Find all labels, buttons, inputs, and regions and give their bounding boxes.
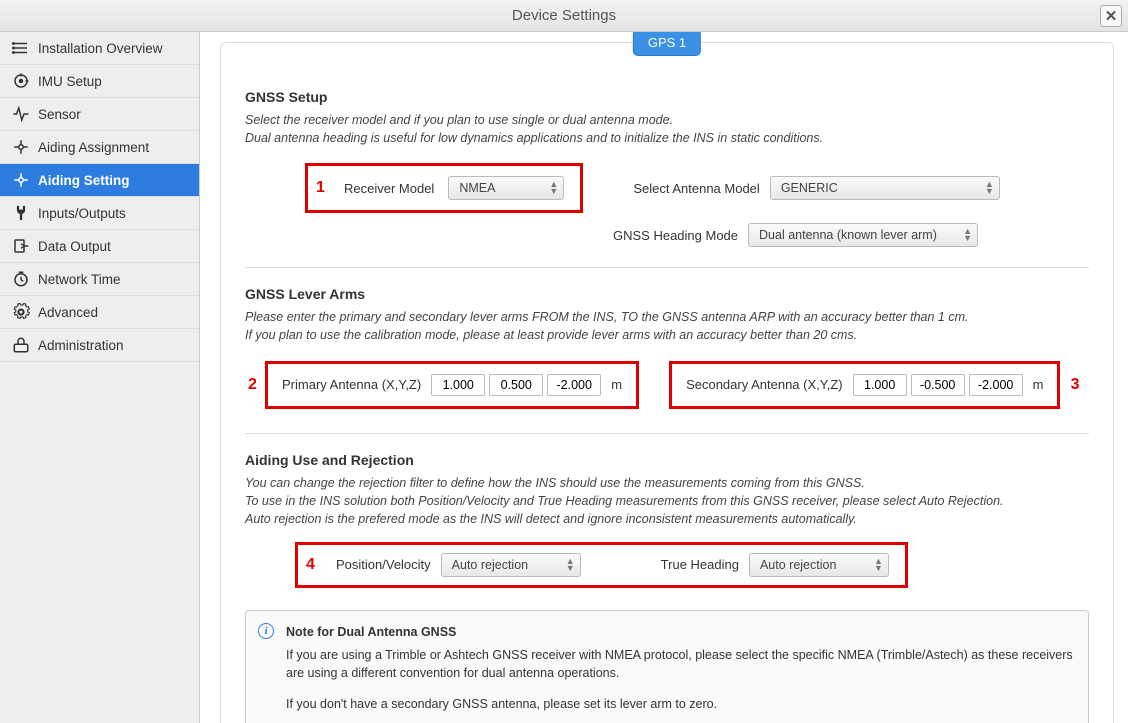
window-title: Device Settings <box>512 7 616 24</box>
output-icon <box>10 237 32 255</box>
sidebar-item-label: Network Time <box>38 272 121 287</box>
antenna-model-value: GENERIC <box>781 181 838 195</box>
clock-icon <box>10 270 32 288</box>
main-content: GPS 1 GNSS Setup Select the receiver mod… <box>200 32 1128 723</box>
sidebar-item-sensor[interactable]: Sensor <box>0 98 199 131</box>
active-tab-gps1[interactable]: GPS 1 <box>633 32 701 56</box>
admin-icon <box>10 336 32 354</box>
chevron-updown-icon: ▲▼ <box>566 558 575 572</box>
secondary-unit: m <box>1033 377 1044 392</box>
primary-antenna-highlight: 2 Primary Antenna (X,Y,Z) m <box>265 361 639 409</box>
aiding-heading: Aiding Use and Rejection <box>245 452 1089 468</box>
chevron-updown-icon: ▲▼ <box>874 558 883 572</box>
receiver-model-label: Receiver Model <box>344 181 434 196</box>
sidebar-item-advanced[interactable]: Advanced <box>0 296 199 329</box>
sidebar-item-data-output[interactable]: Data Output <box>0 230 199 263</box>
sidebar-item-label: Administration <box>38 338 124 353</box>
assign-icon <box>10 138 32 156</box>
gear-icon <box>10 303 32 321</box>
sidebar-item-network-time[interactable]: Network Time <box>0 263 199 296</box>
receiver-model-value: NMEA <box>459 181 495 195</box>
primary-y-input[interactable] <box>489 374 543 396</box>
imu-icon <box>10 72 32 90</box>
gnss-setup-desc2: Dual antenna heading is useful for low d… <box>245 129 1089 147</box>
settings-panel: GPS 1 GNSS Setup Select the receiver mod… <box>220 42 1114 723</box>
marker-3: 3 <box>1071 376 1080 394</box>
sensor-icon <box>10 105 32 123</box>
chevron-updown-icon: ▲▼ <box>549 181 558 195</box>
posvel-label: Position/Velocity <box>336 557 431 572</box>
receiver-model-select[interactable]: NMEA ▲▼ <box>448 176 564 200</box>
true-heading-select[interactable]: Auto rejection ▲▼ <box>749 553 889 577</box>
gnss-setup-desc1: Select the receiver model and if you pla… <box>245 111 1089 129</box>
lever-arms-desc1: Please enter the primary and secondary l… <box>245 308 1089 326</box>
sidebar-item-label: IMU Setup <box>38 74 102 89</box>
primary-antenna-label: Primary Antenna (X,Y,Z) <box>282 377 421 392</box>
aiding-desc2: To use in the INS solution both Position… <box>245 492 1089 510</box>
posvel-value: Auto rejection <box>452 558 528 572</box>
sidebar-item-label: Sensor <box>38 107 81 122</box>
sidebar-item-label: Installation Overview <box>38 41 163 56</box>
sidebar-item-administration[interactable]: Administration <box>0 329 199 362</box>
sidebar-item-label: Advanced <box>38 305 98 320</box>
plug-icon <box>10 204 32 222</box>
true-heading-label: True Heading <box>661 557 739 572</box>
info-icon: i <box>258 623 274 639</box>
sidebar-item-label: Data Output <box>38 239 111 254</box>
marker-4: 4 <box>306 556 315 574</box>
true-heading-value: Auto rejection <box>760 558 836 572</box>
sidebar-item-label: Inputs/Outputs <box>38 206 126 221</box>
lever-arms-desc2: If you plan to use the calibration mode,… <box>245 326 1089 344</box>
lever-arms-heading: GNSS Lever Arms <box>245 286 1089 302</box>
note-p1: If you are using a Trimble or Ashtech GN… <box>286 646 1074 684</box>
secondary-x-input[interactable] <box>853 374 907 396</box>
marker-2: 2 <box>248 376 257 394</box>
note-title: Note for Dual Antenna GNSS <box>286 625 456 639</box>
note-p2: If you don't have a secondary GNSS anten… <box>286 695 1074 714</box>
chevron-updown-icon: ▲▼ <box>985 181 994 195</box>
aiding-desc1: You can change the rejection filter to d… <box>245 474 1089 492</box>
secondary-antenna-highlight: Secondary Antenna (X,Y,Z) m 3 <box>669 361 1060 409</box>
secondary-antenna-label: Secondary Antenna (X,Y,Z) <box>686 377 843 392</box>
gnss-heading-mode-value: Dual antenna (known lever arm) <box>759 228 937 242</box>
sidebar: Installation Overview IMU Setup Sensor Aidi… <box>0 32 200 723</box>
setting-icon <box>10 171 32 189</box>
sidebar-item-aiding-setting[interactable]: Aiding Setting <box>0 164 199 197</box>
aiding-desc3: Auto rejection is the prefered mode as t… <box>245 510 1089 528</box>
sidebar-item-imu-setup[interactable]: IMU Setup <box>0 65 199 98</box>
antenna-model-label: Select Antenna Model <box>633 181 759 196</box>
aiding-highlight: 4 Position/Velocity Auto rejection ▲▼ Tr… <box>295 542 908 588</box>
primary-unit: m <box>611 377 622 392</box>
close-button[interactable]: ✕ <box>1100 5 1122 27</box>
antenna-model-select[interactable]: GENERIC ▲▼ <box>770 176 1000 200</box>
secondary-z-input[interactable] <box>969 374 1023 396</box>
posvel-select[interactable]: Auto rejection ▲▼ <box>441 553 581 577</box>
sidebar-item-inputs-outputs[interactable]: Inputs/Outputs <box>0 197 199 230</box>
sidebar-item-label: Aiding Setting <box>38 173 130 188</box>
divider <box>245 267 1089 268</box>
marker-1: 1 <box>316 179 325 197</box>
primary-z-input[interactable] <box>547 374 601 396</box>
sidebar-item-label: Aiding Assignment <box>38 140 149 155</box>
divider <box>245 433 1089 434</box>
secondary-y-input[interactable] <box>911 374 965 396</box>
sidebar-item-aiding-assignment[interactable]: Aiding Assignment <box>0 131 199 164</box>
gnss-setup-heading: GNSS Setup <box>245 89 1089 105</box>
gnss-heading-mode-label: GNSS Heading Mode <box>613 228 738 243</box>
close-icon: ✕ <box>1105 7 1118 25</box>
primary-x-input[interactable] <box>431 374 485 396</box>
titlebar: Device Settings ✕ <box>0 0 1128 32</box>
chevron-updown-icon: ▲▼ <box>963 228 972 242</box>
receiver-model-highlight: 1 Receiver Model NMEA ▲▼ <box>305 163 583 213</box>
dual-antenna-note: i Note for Dual Antenna GNSS If you are … <box>245 610 1089 723</box>
sidebar-item-installation-overview[interactable]: Installation Overview <box>0 32 199 65</box>
gnss-heading-mode-select[interactable]: Dual antenna (known lever arm) ▲▼ <box>748 223 978 247</box>
list-icon <box>10 39 32 57</box>
